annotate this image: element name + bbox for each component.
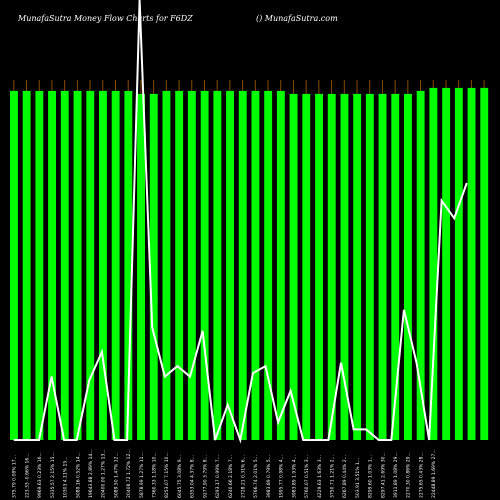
bar — [327, 93, 336, 441]
x-tick-label: 6293.17 0.99% 7... — [215, 455, 221, 498]
x-tick-label: 5089.50 1.47% 12... — [113, 452, 119, 498]
x-tick-label: 9969.63 0.23% 16... — [37, 452, 43, 498]
x-tick-label: 10303 4.11% 15... — [63, 457, 69, 499]
x-tick-label: 19643.88 2.89% 14... — [88, 449, 94, 498]
x-tick-label: 3983.89 1.93% 4... — [291, 455, 297, 498]
bar — [315, 93, 323, 441]
bar — [73, 90, 82, 441]
bar — [213, 90, 222, 441]
x-tick-label: 3750.71 1.21% 2... — [330, 455, 336, 498]
bar — [302, 93, 311, 441]
x-tick-label: 3911.89 1.08% 29... — [393, 452, 399, 498]
x-tick-label: 6045.75 3.08% 9... — [177, 455, 183, 498]
bar — [35, 90, 44, 441]
bar — [22, 90, 31, 441]
bar — [162, 90, 171, 441]
x-tick-label: 20400.00 1.27% 13... — [101, 449, 107, 498]
bar — [391, 93, 400, 441]
bar — [86, 90, 95, 441]
money-flow-line — [13, 0, 468, 444]
x-tick-label: 5335.57 2.15% 15... — [50, 452, 56, 498]
x-tick-label: 4229.63 1.63% 3... — [317, 455, 323, 498]
x-tick-label: 6353.04 4.37% 8... — [190, 455, 196, 498]
x-tick-label: 9277.90 3.79% 8... — [202, 455, 208, 498]
bar — [442, 87, 451, 441]
bar — [48, 90, 56, 441]
x-tick-label: 8299.60 1.03% 1... — [368, 455, 374, 498]
x-tick-label: 6240.66 2.18% 7... — [228, 455, 234, 498]
x-tick-label: 5760.07 0.51% 3... — [304, 455, 310, 498]
bar — [416, 90, 425, 441]
bar — [137, 93, 145, 441]
x-tick-label: 2728.21 0.31% 6... — [241, 455, 247, 498]
bar — [264, 90, 273, 441]
bar — [226, 90, 234, 441]
bar — [111, 90, 120, 441]
x-tick-label: 2270.30 0.86% 29... — [406, 452, 412, 498]
bar — [378, 93, 387, 441]
bar — [365, 93, 374, 441]
x-tick-label: 1995.77 0.98% 4... — [279, 455, 285, 498]
x-tick-label: 7360.33 1.18% 10... — [152, 452, 158, 498]
x-tick-label: 5089.16 0.52% 14... — [75, 452, 81, 498]
bar — [60, 90, 69, 441]
bar — [467, 87, 476, 441]
bar — [289, 93, 298, 441]
x-tick-label: 3983.89 0.79% 5... — [266, 455, 272, 498]
x-tick-label: 223.33 -0.66% 16... — [24, 453, 30, 498]
bar — [454, 87, 463, 441]
bar — [429, 87, 438, 441]
x-tick-label: 2275.65 0.43% 28... — [419, 452, 425, 498]
x-tick-label: 6267.89 0.44% 2... — [342, 455, 348, 498]
bar — [480, 87, 489, 441]
bar — [251, 90, 260, 441]
bar — [238, 90, 247, 441]
x-tick-label: 22448.89 1.69% 27... — [431, 449, 437, 498]
bar — [175, 90, 184, 441]
x-tick-label: 8253.07 7.15% 10... — [164, 452, 170, 498]
bar — [353, 93, 362, 441]
bar — [404, 93, 412, 441]
bar — [149, 93, 158, 441]
bar — [276, 90, 285, 441]
x-tick-label: 5878.99 1.27% 11... — [139, 452, 145, 498]
bar — [187, 90, 196, 441]
bar — [124, 90, 133, 441]
bar — [99, 90, 107, 441]
chart-source: () MunafaSutra.com — [256, 14, 338, 23]
x-tick-label: 5766.74 2.01% 5... — [253, 455, 259, 498]
bar — [10, 90, 18, 441]
bar — [200, 90, 209, 441]
bar — [340, 93, 349, 441]
chart-title: MunafaSutra Money Flow Charts for F6DZ — [18, 14, 193, 23]
x-tick-label: 375.79 0.08% 17... — [12, 455, 18, 498]
x-tick-label: 20408.72 1.72% 12... — [126, 449, 132, 498]
x-tick-label: 8297.41 2.69% 30... — [380, 452, 386, 498]
x-tick-label: 503.91 3.51% 1... — [355, 458, 361, 498]
